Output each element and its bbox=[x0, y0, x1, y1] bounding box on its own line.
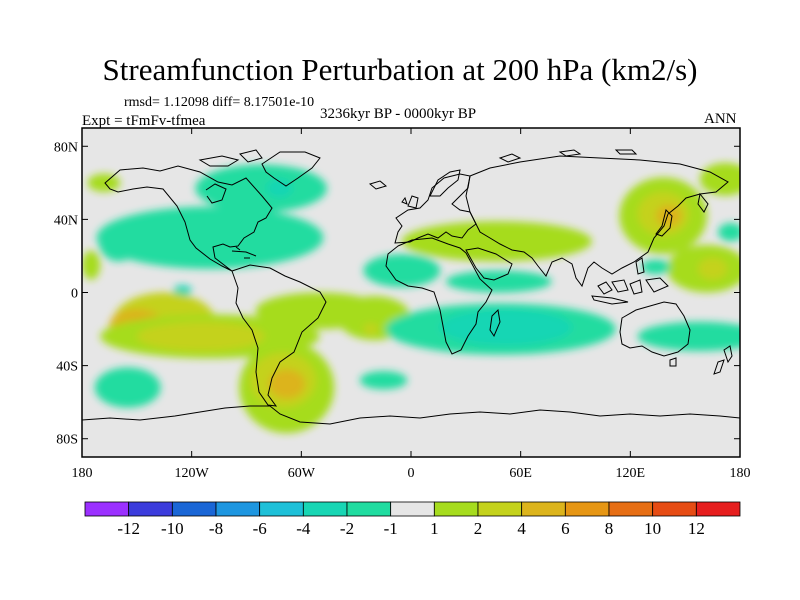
anomaly-region-13 bbox=[136, 321, 265, 351]
coast-north-america bbox=[104, 165, 273, 272]
map-background bbox=[82, 128, 740, 457]
anomaly-region-34 bbox=[637, 321, 740, 351]
anomaly-region-30 bbox=[699, 162, 740, 196]
anomaly-region-22 bbox=[359, 371, 408, 390]
anomaly-region-25 bbox=[401, 221, 592, 262]
coast-caribbean bbox=[231, 246, 257, 259]
coast-africa bbox=[385, 237, 493, 355]
colorbar-label-10: 6 bbox=[561, 519, 570, 538]
y-tick-label-1: 40N bbox=[54, 213, 78, 228]
coast-south-america bbox=[231, 264, 327, 407]
colorbar-box-3 bbox=[215, 501, 261, 517]
y-tick-label-0: 80N bbox=[54, 140, 78, 155]
anomaly-layer bbox=[82, 162, 740, 434]
x-tick-label-5: 120E bbox=[616, 466, 646, 481]
x-tick-label-0: 180 bbox=[72, 466, 93, 481]
colorbar-box-14 bbox=[695, 501, 741, 517]
season-text: ANN bbox=[704, 111, 737, 127]
coast-british-isles bbox=[401, 195, 419, 209]
coast-australia bbox=[619, 301, 691, 357]
coast-europe bbox=[394, 173, 477, 244]
coast-greenland bbox=[261, 151, 321, 187]
axis-ticks: 180 120W 60W 0 60E 120E 180 80N 40N 0 40S 80S bbox=[54, 128, 751, 481]
colorbar-box-6 bbox=[346, 501, 392, 517]
colorbar-label-9: 4 bbox=[517, 519, 526, 538]
x-tick-label-6: 180 bbox=[730, 466, 751, 481]
coast-hudson-bay bbox=[205, 183, 227, 204]
coast-arctic-islands bbox=[198, 149, 263, 167]
coast-maritime-se-asia bbox=[591, 257, 669, 305]
anomaly-region-6 bbox=[173, 285, 192, 297]
anomaly-region-14 bbox=[94, 367, 161, 408]
colorbar-label-6: -1 bbox=[384, 519, 398, 538]
anomaly-region-3 bbox=[266, 179, 293, 198]
colorbar-box-4 bbox=[259, 501, 304, 517]
anomaly-region-7 bbox=[87, 173, 121, 192]
colorbar-label-13: 12 bbox=[688, 519, 705, 538]
anomaly-region-2 bbox=[195, 164, 327, 213]
coast-tasmania bbox=[669, 357, 677, 367]
y-tick-label-4: 80S bbox=[56, 433, 78, 448]
x-tick-label-2: 60W bbox=[288, 466, 316, 481]
anomaly-region-8 bbox=[82, 250, 101, 280]
colorbar-label-7: 1 bbox=[430, 519, 439, 538]
coast-antarctica bbox=[82, 405, 740, 425]
period-text: 3236kyr BP - 0000kyr BP bbox=[320, 106, 477, 122]
colorbar-label-1: -10 bbox=[161, 519, 184, 538]
colorbar-label-12: 10 bbox=[644, 519, 661, 538]
x-tick-label-1: 120W bbox=[175, 466, 210, 481]
coast-kamchatka bbox=[697, 192, 709, 213]
anomaly-region-35 bbox=[718, 223, 740, 242]
anomaly-region-21 bbox=[363, 254, 441, 288]
colorbar: -12 -10 -8 -6 -4 -2 -1 1 2 4 6 8 10 12 bbox=[84, 501, 741, 538]
anomaly-region-33 bbox=[641, 259, 671, 275]
colorbar-box-1 bbox=[128, 501, 173, 517]
y-tick-label-3: 40S bbox=[56, 360, 78, 375]
coast-asia bbox=[465, 155, 729, 288]
anomaly-region-32 bbox=[697, 257, 728, 280]
anomaly-region-26 bbox=[445, 270, 552, 293]
colorbar-box-13 bbox=[652, 501, 697, 517]
colorbar-label-3: -6 bbox=[253, 519, 267, 538]
colorbar-box-2 bbox=[171, 501, 217, 517]
y-tick-label-2: 0 bbox=[71, 287, 78, 302]
colorbar-label-0: -12 bbox=[117, 519, 140, 538]
coast-scandinavia bbox=[429, 169, 461, 197]
colorbar-box-11 bbox=[564, 501, 610, 517]
chart-title: Streamfunction Perturbation at 200 hPa (… bbox=[102, 52, 698, 87]
x-tick-label-4: 60E bbox=[509, 466, 532, 481]
colorbar-box-7 bbox=[390, 501, 435, 517]
x-tick-label-3: 0 bbox=[408, 466, 415, 481]
anomaly-region-24 bbox=[440, 308, 572, 346]
anomaly-region-29 bbox=[655, 204, 682, 227]
coast-new-zealand bbox=[713, 345, 733, 375]
colorbar-box-10 bbox=[521, 501, 566, 517]
colorbar-box-9 bbox=[477, 501, 523, 517]
anomaly-region-20 bbox=[268, 369, 305, 399]
coast-iceland bbox=[368, 180, 388, 190]
coastlines bbox=[82, 149, 740, 425]
colorbar-box-12 bbox=[608, 501, 654, 517]
colorbar-label-8: 2 bbox=[474, 519, 483, 538]
stats-text: rmsd= 1.12098 diff= 8.17501e-10 bbox=[124, 95, 315, 110]
anomaly-region-17 bbox=[363, 323, 379, 335]
colorbar-label-4: -4 bbox=[296, 519, 311, 538]
colorbar-label-2: -8 bbox=[209, 519, 223, 538]
colorbar-box-0 bbox=[84, 501, 130, 517]
coast-arctic-eurasia bbox=[498, 149, 638, 163]
coast-japan bbox=[655, 209, 673, 237]
experiment-text: Expt = tFmFv-tfmea bbox=[82, 113, 206, 129]
colorbar-label-5: -2 bbox=[340, 519, 354, 538]
coast-madagascar bbox=[489, 308, 501, 338]
colorbar-label-11: 8 bbox=[605, 519, 614, 538]
coast-arabia bbox=[465, 247, 513, 281]
colorbar-box-8 bbox=[433, 501, 479, 517]
colorbar-box-5 bbox=[302, 501, 348, 517]
